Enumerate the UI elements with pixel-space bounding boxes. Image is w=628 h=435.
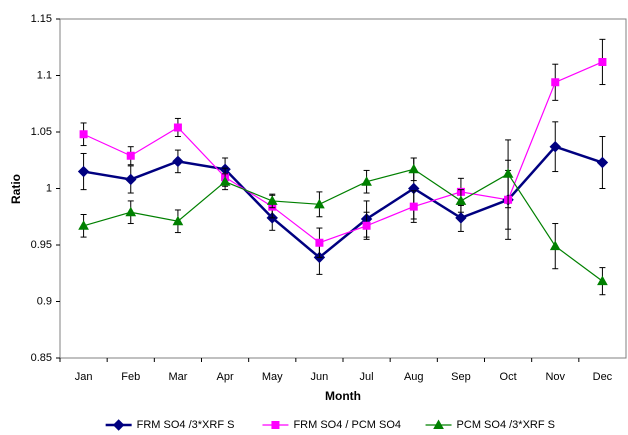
y-axis-title: Ratio (9, 174, 23, 204)
y-tick-label: 1 (46, 182, 52, 194)
data-point (361, 176, 372, 186)
data-point (126, 151, 135, 160)
data-point (79, 130, 88, 139)
data-point (314, 198, 325, 209)
series-line (83, 145, 603, 260)
x-tick-label: Feb (121, 371, 140, 383)
legend-label: FRM SO4 / PCM SO4 (293, 419, 401, 431)
data-point (549, 240, 561, 251)
data-point (125, 206, 137, 217)
x-tick-label: Jul (360, 371, 374, 383)
data-point (125, 173, 137, 186)
data-point (597, 275, 608, 286)
data-point (455, 195, 467, 205)
x-tick-label: Aug (404, 371, 424, 383)
x-tick-label: Mar (168, 371, 187, 383)
x-axis-title: Month (325, 389, 361, 403)
data-point (173, 123, 182, 132)
x-tick-label: Jan (75, 371, 93, 383)
data-point (77, 165, 90, 178)
data-point (362, 221, 371, 230)
data-point (172, 215, 184, 226)
series-line (83, 168, 603, 282)
data-point (409, 202, 418, 211)
x-tick-label: May (262, 371, 283, 383)
y-tick-label: 0.9 (37, 295, 52, 307)
plot-area (59, 18, 627, 359)
data-point (502, 168, 514, 178)
x-tick-label: Nov (545, 371, 565, 383)
y-tick-label: 1.15 (31, 13, 52, 25)
data-point (455, 212, 467, 224)
data-point (598, 57, 607, 66)
x-tick-label: Oct (500, 371, 517, 383)
data-point (315, 238, 324, 247)
data-point (549, 140, 561, 153)
data-point (408, 163, 420, 174)
x-tick-label: Sep (451, 371, 471, 383)
y-tick-label: 1.1 (37, 69, 52, 81)
y-tick-label: 0.95 (31, 239, 52, 251)
data-point (266, 195, 278, 205)
legend-marker (112, 419, 125, 431)
series-line (83, 61, 603, 244)
legend-marker (271, 421, 280, 429)
legend-marker (433, 419, 444, 429)
legend-label: FRM SO4 /3*XRF S (137, 419, 235, 431)
legend-label: PCM SO4 /3*XRF S (457, 419, 555, 431)
data-point (596, 156, 609, 169)
x-tick-label: Apr (217, 371, 234, 383)
data-point (78, 220, 89, 230)
x-tick-label: Dec (593, 371, 613, 383)
y-tick-label: 1.05 (31, 126, 52, 138)
data-point (551, 78, 560, 87)
data-point (219, 176, 231, 186)
data-point (172, 155, 184, 168)
x-tick-label: Jun (311, 371, 329, 383)
y-tick-label: 0.85 (31, 352, 52, 364)
